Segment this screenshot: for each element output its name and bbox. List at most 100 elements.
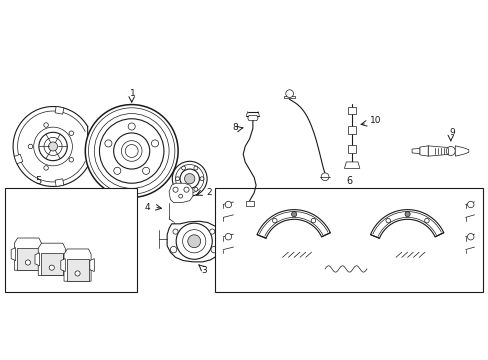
Text: 7: 7 bbox=[45, 192, 51, 201]
Polygon shape bbox=[245, 201, 253, 206]
Circle shape bbox=[25, 260, 30, 265]
Text: 9: 9 bbox=[449, 128, 455, 137]
Circle shape bbox=[187, 235, 200, 248]
Circle shape bbox=[94, 114, 169, 188]
Polygon shape bbox=[14, 154, 23, 164]
Polygon shape bbox=[247, 116, 258, 121]
Text: 3: 3 bbox=[201, 266, 206, 275]
Bar bbox=[347, 145, 355, 153]
Polygon shape bbox=[454, 146, 468, 156]
Circle shape bbox=[44, 123, 48, 127]
Circle shape bbox=[113, 133, 149, 169]
Circle shape bbox=[175, 177, 179, 181]
Polygon shape bbox=[411, 148, 419, 154]
Text: 2: 2 bbox=[206, 188, 211, 197]
Text: 5: 5 bbox=[35, 176, 41, 186]
Circle shape bbox=[179, 194, 182, 198]
Polygon shape bbox=[427, 146, 450, 156]
Polygon shape bbox=[40, 248, 44, 261]
Circle shape bbox=[224, 201, 231, 208]
Circle shape bbox=[104, 140, 112, 147]
Circle shape bbox=[173, 229, 178, 234]
Bar bbox=[41, 253, 62, 275]
Polygon shape bbox=[11, 248, 16, 261]
Bar bbox=[347, 107, 355, 114]
Circle shape bbox=[28, 144, 33, 149]
Circle shape bbox=[446, 147, 454, 156]
Circle shape bbox=[151, 140, 158, 147]
Circle shape bbox=[183, 187, 189, 192]
Circle shape bbox=[142, 167, 149, 174]
Circle shape bbox=[194, 188, 197, 191]
Circle shape bbox=[200, 177, 203, 181]
Circle shape bbox=[467, 234, 473, 240]
Polygon shape bbox=[55, 107, 63, 114]
Circle shape bbox=[44, 166, 48, 170]
Circle shape bbox=[88, 108, 175, 194]
Text: 6: 6 bbox=[346, 176, 352, 186]
Text: 4: 4 bbox=[145, 203, 150, 212]
Polygon shape bbox=[61, 258, 65, 271]
Circle shape bbox=[181, 166, 185, 170]
Polygon shape bbox=[370, 210, 443, 238]
Circle shape bbox=[181, 188, 185, 191]
Circle shape bbox=[467, 201, 473, 208]
Text: 8: 8 bbox=[231, 123, 237, 132]
Bar bbox=[17, 248, 39, 270]
Polygon shape bbox=[64, 249, 91, 281]
Circle shape bbox=[173, 187, 178, 192]
Polygon shape bbox=[344, 162, 359, 168]
Polygon shape bbox=[38, 243, 65, 275]
Circle shape bbox=[424, 219, 428, 223]
Circle shape bbox=[209, 229, 214, 234]
Text: 10: 10 bbox=[369, 116, 380, 125]
Circle shape bbox=[69, 131, 73, 135]
Circle shape bbox=[99, 119, 163, 183]
Circle shape bbox=[172, 161, 207, 196]
Circle shape bbox=[128, 123, 135, 130]
Circle shape bbox=[114, 167, 121, 174]
Circle shape bbox=[194, 166, 197, 170]
Circle shape bbox=[175, 165, 203, 193]
Circle shape bbox=[34, 127, 72, 166]
Circle shape bbox=[39, 132, 67, 161]
Polygon shape bbox=[90, 258, 94, 271]
Circle shape bbox=[49, 265, 54, 270]
Polygon shape bbox=[35, 253, 40, 266]
Circle shape bbox=[121, 141, 142, 161]
Circle shape bbox=[310, 219, 315, 223]
Circle shape bbox=[385, 219, 390, 223]
Circle shape bbox=[75, 271, 80, 276]
Polygon shape bbox=[257, 210, 330, 238]
Circle shape bbox=[180, 169, 199, 188]
Polygon shape bbox=[64, 253, 68, 266]
Circle shape bbox=[404, 212, 409, 217]
Circle shape bbox=[48, 142, 58, 151]
Bar bbox=[5, 188, 137, 292]
Polygon shape bbox=[169, 183, 193, 203]
Text: 1: 1 bbox=[130, 89, 136, 98]
Circle shape bbox=[184, 174, 194, 184]
Circle shape bbox=[85, 105, 178, 197]
Bar bbox=[347, 126, 355, 134]
Circle shape bbox=[224, 234, 231, 240]
Circle shape bbox=[272, 219, 277, 223]
Polygon shape bbox=[419, 146, 427, 156]
Circle shape bbox=[44, 138, 62, 156]
Circle shape bbox=[176, 223, 212, 259]
Bar bbox=[66, 258, 88, 281]
Circle shape bbox=[285, 90, 293, 98]
Circle shape bbox=[125, 145, 138, 157]
Polygon shape bbox=[55, 179, 63, 186]
Polygon shape bbox=[13, 107, 87, 186]
Circle shape bbox=[291, 212, 296, 217]
Bar bbox=[215, 188, 482, 292]
Circle shape bbox=[210, 246, 217, 253]
Polygon shape bbox=[284, 95, 294, 98]
Circle shape bbox=[182, 230, 205, 253]
Circle shape bbox=[170, 246, 177, 253]
Circle shape bbox=[321, 173, 328, 181]
Polygon shape bbox=[14, 238, 41, 270]
Circle shape bbox=[69, 157, 73, 162]
Polygon shape bbox=[167, 221, 222, 262]
